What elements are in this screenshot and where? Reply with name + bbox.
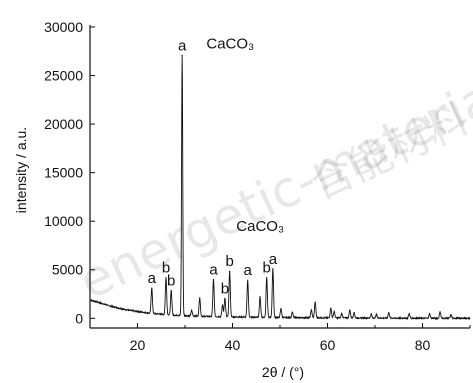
peak-label: a — [244, 262, 253, 279]
peak-point — [229, 270, 231, 272]
x-tick-label: 40 — [225, 337, 241, 353]
y-tick-label: 15000 — [44, 165, 83, 181]
y-tick-label: 25000 — [44, 68, 83, 84]
x-tick-label: 80 — [415, 337, 431, 353]
peak-point — [429, 313, 431, 315]
y-axis-title: intensity / a.u. — [13, 127, 29, 213]
peak-point — [314, 301, 316, 303]
peak-label: a — [269, 251, 278, 268]
peak-point — [408, 313, 410, 315]
peak-label: b — [225, 253, 233, 270]
peak-label: a — [148, 270, 157, 287]
peak-point — [224, 297, 226, 299]
peak-point — [291, 311, 293, 313]
peak-point — [259, 296, 261, 298]
compound-annotation: CaCO₃ — [206, 35, 254, 52]
peak-label: b — [162, 260, 170, 277]
series-layer — [89, 54, 471, 321]
peak-point — [247, 279, 249, 281]
x-tick-label: 20 — [130, 337, 146, 353]
peak-point — [375, 314, 378, 316]
peak-point — [388, 312, 390, 314]
x-axis-title: 2θ / (°) — [262, 364, 304, 380]
tick-labels: 0 5000 10000 15000 20000 25000 30000 20 40 60 80 — [44, 19, 430, 353]
peak-point — [330, 307, 332, 309]
peak-point — [191, 309, 193, 312]
peak-point — [353, 312, 355, 314]
x-tick-label: 60 — [320, 337, 336, 353]
compound-annotation: CaCO₃ — [236, 218, 284, 235]
y-tick-label: 0 — [75, 310, 83, 326]
peak-point — [280, 308, 282, 310]
peak-label: b — [167, 273, 175, 290]
peak-point — [370, 313, 372, 315]
y-tick-label: 30000 — [44, 19, 83, 35]
peak-point — [272, 268, 274, 270]
peak-label: b — [221, 280, 229, 297]
peak-label: b — [263, 260, 271, 277]
peak-label: a — [209, 262, 218, 279]
peak-point — [170, 290, 172, 292]
peak-point — [439, 311, 441, 313]
peak-point — [450, 314, 452, 316]
y-tick-label: 5000 — [52, 262, 83, 278]
peak-point — [199, 297, 201, 299]
chart-axes — [89, 25, 471, 329]
peak-point — [266, 276, 268, 279]
xrd-pattern-line — [89, 55, 471, 321]
peak-point — [333, 310, 335, 313]
peak-point — [165, 277, 167, 279]
y-tick-label: 10000 — [44, 213, 83, 229]
peak-point — [151, 287, 153, 289]
peak-point — [212, 279, 215, 281]
y-tick-label: 20000 — [44, 116, 83, 132]
peak-label: a — [178, 37, 187, 54]
peak-point — [221, 304, 224, 306]
peak-point — [310, 309, 312, 311]
peak-point — [181, 54, 183, 56]
peak-point — [349, 309, 351, 311]
peak-point — [341, 312, 343, 315]
